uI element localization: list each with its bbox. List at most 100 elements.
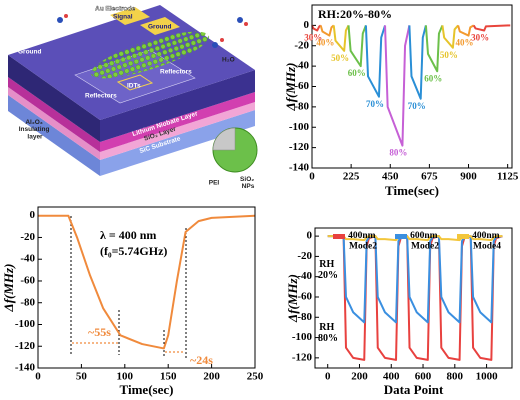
series-label: 40% — [316, 38, 334, 48]
series-label: 60% — [348, 68, 366, 78]
series-line — [441, 24, 459, 49]
legend-swatch — [457, 234, 469, 239]
particle-film — [90, 31, 210, 79]
annotation: RH:20%-80% — [318, 7, 392, 21]
label: Ground — [18, 49, 41, 56]
legend-label: 400nm Mode2 — [348, 231, 378, 251]
y-tick-label: -80 — [297, 311, 312, 323]
legend-label: 600nm Mode2 — [410, 231, 440, 251]
x-tick-label: 50 — [76, 371, 88, 383]
x-tick-label: 200 — [203, 371, 220, 383]
x-tick-label: 0 — [325, 371, 331, 383]
label: Al₂O₃ Insulating layer — [19, 119, 52, 140]
idt — [116, 74, 154, 91]
annotation: ~55s — [88, 325, 111, 339]
annotation: λ = 400 nm — [100, 228, 156, 242]
electrode-pad — [110, 7, 150, 25]
layer — [100, 110, 255, 176]
layer — [8, 77, 100, 152]
y-tick-label: -20 — [297, 250, 312, 262]
y-axis-label: Δf(MHz) — [285, 274, 300, 323]
legend-label: 400nm Mode4 — [472, 231, 502, 251]
guide-lines — [70, 216, 187, 358]
y-tick-label: -40 — [294, 60, 309, 72]
series-label: 30% — [471, 33, 489, 43]
label: Signal — [113, 14, 133, 21]
y-tick-label: -120 — [292, 351, 313, 363]
interval-arrows — [72, 342, 185, 353]
series-line — [311, 24, 322, 32]
x-tick-label: 250 — [247, 371, 264, 383]
label: Reflectors — [85, 93, 117, 100]
y-tick-label: -100 — [292, 331, 313, 343]
legend-swatch — [395, 234, 407, 239]
sphere-cutout — [212, 127, 236, 151]
y-tick-label: -140 — [15, 362, 36, 374]
layer — [8, 87, 100, 160]
x-tick-label: 900 — [460, 171, 477, 183]
series-label: 80% — [389, 148, 407, 158]
series-label: 50% — [440, 50, 458, 60]
y-tick-label: -20 — [294, 39, 309, 51]
label: H₂O — [222, 57, 235, 64]
label: PEI — [209, 180, 220, 187]
series-line — [408, 25, 427, 100]
x-tick-label: 800 — [447, 371, 464, 383]
y-tick-label: -120 — [289, 141, 310, 153]
series-label: 70% — [366, 99, 384, 109]
series-line — [327, 235, 503, 361]
x-tick-label: 0 — [309, 171, 315, 183]
y-tick-label: 0 — [307, 230, 313, 242]
plot-frame — [311, 4, 513, 169]
x-tick-label: 675 — [421, 171, 438, 183]
y-axis-label: Δf(MHz) — [283, 63, 298, 112]
electrode-pad — [140, 17, 180, 35]
water-molecule — [64, 14, 68, 18]
layer — [100, 92, 255, 152]
water-molecule — [212, 42, 218, 48]
label: IDTs — [127, 83, 141, 90]
x-tick-label: 450 — [382, 171, 399, 183]
label: Reflectors — [160, 69, 192, 76]
series-line — [364, 25, 386, 98]
y-tick-label: -100 — [15, 318, 36, 330]
x-tick-label: 100 — [117, 371, 134, 383]
y-tick-label: 0 — [30, 209, 36, 221]
x-tick-label: 1125 — [497, 171, 519, 183]
layer — [100, 102, 255, 160]
series-line — [38, 214, 256, 350]
series-line — [347, 25, 367, 68]
water-molecule — [57, 17, 63, 23]
y-tick-label: -40 — [297, 270, 312, 282]
x-tick-label: 150 — [160, 371, 177, 383]
x-tick-label: 200 — [351, 371, 368, 383]
annotation: (f₀=5.74GHz) — [100, 244, 167, 258]
y-tick-label: -80 — [294, 100, 309, 112]
label: Ground — [148, 24, 171, 31]
annotation: ~24s — [190, 353, 213, 367]
y-tick-label: -40 — [20, 253, 35, 265]
x-tick-label: 225 — [343, 171, 360, 183]
annotation: RH 80% — [318, 322, 338, 344]
annotation: RH 20% — [318, 259, 338, 281]
x-tick-label: 400 — [383, 371, 400, 383]
x-axis-label: Time(sec) — [385, 183, 439, 198]
y-tick-label: -140 — [289, 162, 310, 174]
series-line — [327, 235, 503, 242]
y-axis-label: Δf(MHz) — [1, 264, 16, 313]
y-tick-label: -60 — [20, 275, 35, 287]
series-line — [472, 24, 511, 32]
series-line — [424, 24, 444, 73]
label: Au Electrode — [95, 6, 135, 13]
y-tick-label: -100 — [289, 121, 310, 133]
x-axis-label: Data Point — [384, 382, 444, 397]
plot-frame — [37, 206, 256, 369]
series-label: 30% — [304, 33, 322, 43]
x-axis-label: Time(sec) — [120, 382, 174, 397]
y-tick-label: -20 — [20, 231, 35, 243]
label: SiO₂ NPs — [240, 176, 256, 190]
series-line — [327, 235, 503, 324]
water-molecule — [220, 38, 224, 42]
series-line — [384, 25, 411, 147]
